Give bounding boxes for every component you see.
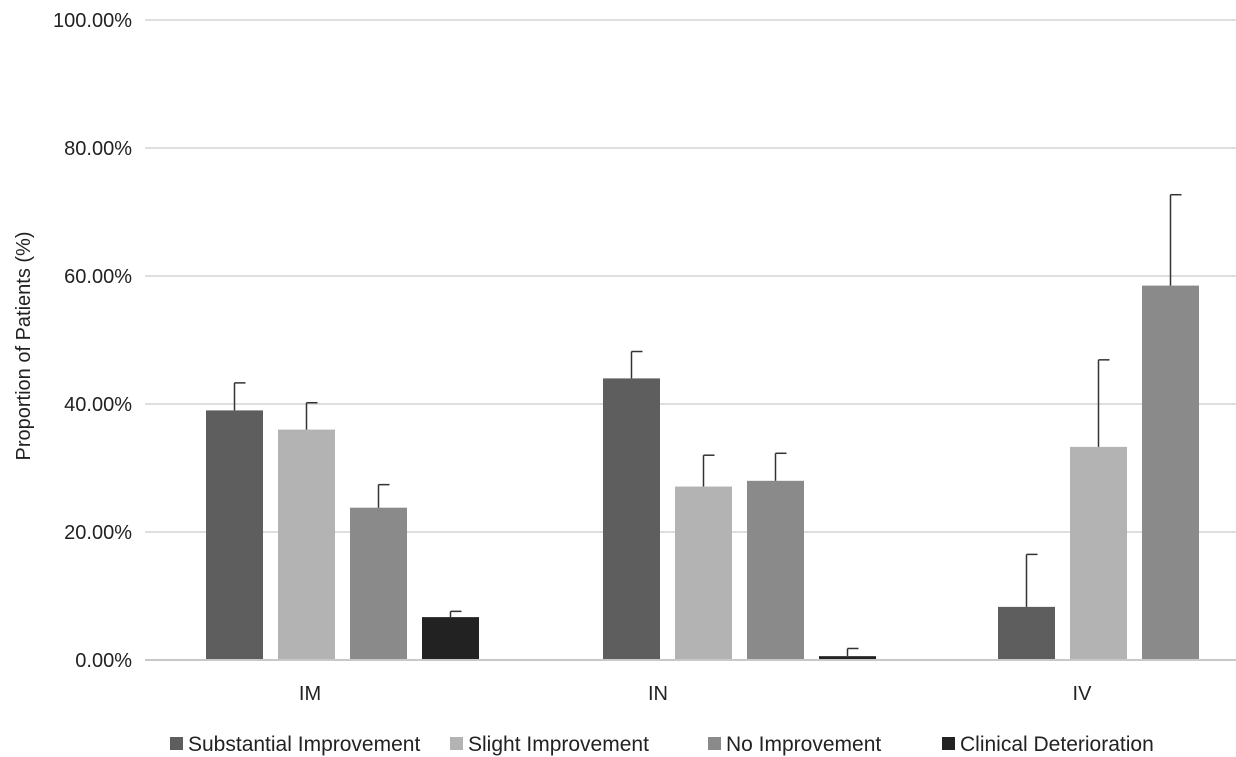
y-tick-label: 20.00% [64, 522, 132, 544]
legend-label: No Improvement [726, 733, 881, 756]
bar [1070, 446, 1127, 660]
gridlines [145, 19, 1236, 533]
bar [278, 429, 335, 660]
legend: Substantial Improvement Slight Improvemen… [170, 733, 1154, 756]
y-tick-label: 0.00% [75, 650, 132, 672]
bar [998, 606, 1055, 660]
x-axis-ticks: IM IN IV [299, 683, 1092, 705]
y-tick-label: 40.00% [64, 394, 132, 416]
bar [422, 617, 479, 660]
bar [206, 410, 263, 660]
legend-label: Substantial Improvement [188, 733, 420, 756]
error-bars [233, 193, 1182, 657]
x-tick-label: IN [648, 683, 668, 705]
bar [819, 656, 876, 660]
bar [1142, 285, 1199, 660]
legend-swatch [708, 737, 721, 750]
legend-label: Slight Improvement [468, 733, 649, 756]
y-axis-label: Proportion of Patients (%) [13, 232, 35, 461]
y-axis-ticks: 0.00% 20.00% 40.00% 60.00% 80.00% 100.00% [53, 10, 132, 672]
bar [603, 378, 660, 660]
x-tick-label: IV [1073, 683, 1093, 705]
bar [747, 480, 804, 660]
bar [350, 507, 407, 660]
y-tick-label: 100.00% [53, 10, 132, 32]
y-tick-label: 60.00% [64, 266, 132, 288]
legend-swatch [170, 737, 183, 750]
y-tick-label: 80.00% [64, 138, 132, 160]
legend-swatch [942, 737, 955, 750]
x-tick-label: IM [299, 683, 321, 705]
legend-label: Clinical Deterioration [960, 733, 1154, 756]
legend-swatch [450, 737, 463, 750]
bar [675, 486, 732, 660]
bars [206, 285, 1199, 660]
